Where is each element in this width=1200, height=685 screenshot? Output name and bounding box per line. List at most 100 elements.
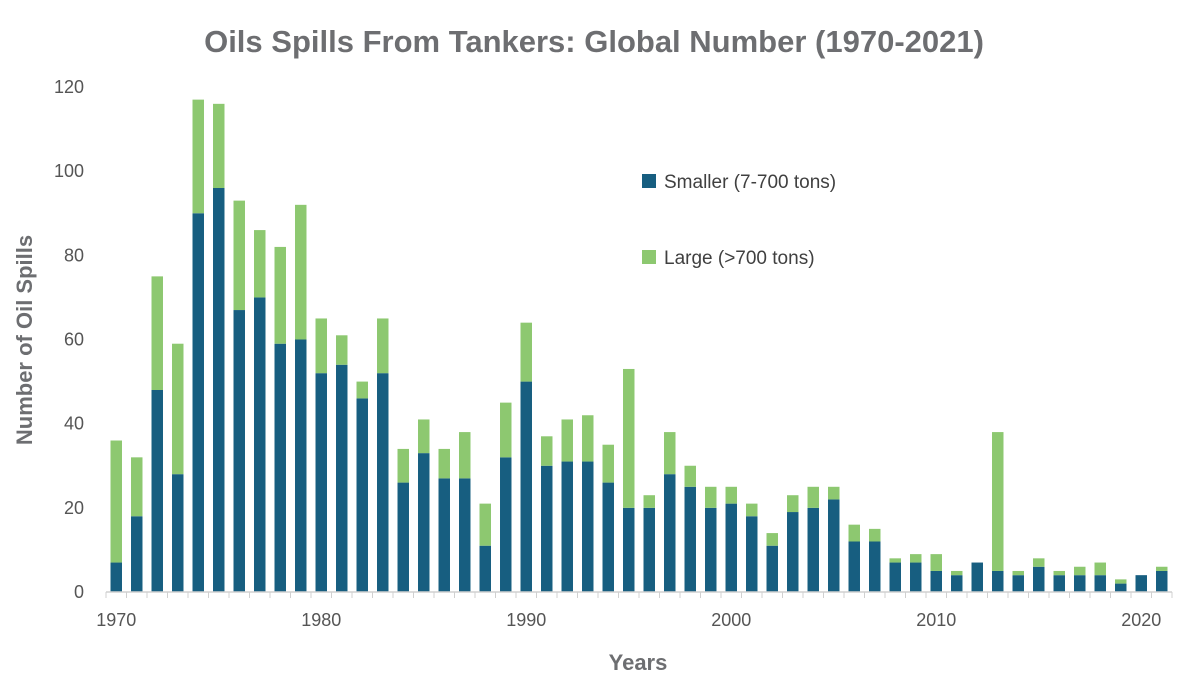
bar-large-2016 — [1053, 570, 1065, 576]
bar-large-2010 — [930, 554, 942, 571]
bar-large-1994 — [602, 444, 614, 483]
x-axis: 1970 1980 1990 2000 2010 2020 — [96, 592, 1173, 630]
bar-large-2007 — [869, 528, 881, 542]
bar-smaller-1974 — [192, 213, 204, 592]
bar-smaller-1999 — [705, 507, 717, 592]
bar-large-1982 — [356, 381, 368, 399]
bar-large-1977 — [254, 230, 266, 298]
legend-label-smaller: Smaller (7-700 tons) — [664, 172, 836, 193]
bar-smaller-1998 — [684, 486, 696, 592]
bar-smaller-1984 — [397, 482, 409, 592]
bar-smaller-2004 — [807, 507, 819, 592]
x-tick-label: 2000 — [711, 610, 751, 630]
bar-large-2008 — [889, 558, 901, 563]
bar-smaller-1978 — [274, 343, 286, 592]
bar-smaller-1992 — [561, 461, 573, 592]
y-tick-label: 60 — [64, 330, 84, 350]
bar-large-1984 — [397, 448, 409, 483]
bar-large-1978 — [274, 246, 286, 344]
bar-smaller-2006 — [848, 541, 860, 592]
bar-large-1993 — [582, 415, 594, 462]
bar-large-1996 — [643, 495, 655, 508]
chart-title: Oils Spills From Tankers: Global Number … — [204, 24, 984, 59]
bar-smaller-1993 — [582, 461, 594, 592]
bar-large-1991 — [541, 436, 553, 466]
bar-large-1986 — [438, 448, 450, 479]
y-tick-label: 0 — [74, 582, 84, 602]
bar-large-2009 — [910, 554, 922, 563]
bar-large-1995 — [623, 368, 635, 508]
bar-smaller-1973 — [172, 474, 184, 592]
bar-smaller-2008 — [889, 562, 901, 592]
legend-swatch-smaller — [642, 174, 656, 188]
bar-smaller-2016 — [1053, 575, 1065, 592]
bar-smaller-1991 — [541, 465, 553, 592]
bar-large-1974 — [192, 99, 204, 214]
bar-smaller-1983 — [377, 373, 389, 592]
bar-large-2013 — [992, 432, 1004, 571]
bar-smaller-1972 — [151, 390, 163, 592]
bar-large-2000 — [725, 486, 737, 504]
x-tick-label: 1990 — [506, 610, 546, 630]
bar-smaller-2012 — [971, 562, 983, 592]
bar-large-2004 — [807, 486, 819, 508]
x-tick-label: 2010 — [916, 610, 956, 630]
bar-smaller-2018 — [1094, 575, 1106, 592]
bar-large-2001 — [746, 503, 758, 517]
y-tick-label: 120 — [54, 77, 84, 97]
bar-large-1999 — [705, 486, 717, 508]
bar-smaller-1980 — [315, 373, 327, 592]
bar-large-2017 — [1074, 566, 1086, 576]
bar-smaller-2013 — [992, 570, 1004, 592]
bar-smaller-1994 — [602, 482, 614, 592]
bar-large-2002 — [766, 533, 778, 546]
x-tick-label: 2020 — [1121, 610, 1161, 630]
bar-smaller-1990 — [520, 381, 532, 592]
bar-large-2003 — [787, 495, 799, 513]
bar-large-2015 — [1033, 558, 1045, 567]
bar-smaller-1987 — [459, 478, 471, 592]
bar-smaller-1975 — [213, 188, 225, 592]
bar-smaller-1981 — [336, 364, 348, 592]
bar-large-2005 — [828, 486, 840, 500]
bar-smaller-2010 — [930, 570, 942, 592]
bar-smaller-1986 — [438, 478, 450, 592]
bar-smaller-1995 — [623, 507, 635, 592]
bar-large-2019 — [1115, 579, 1127, 584]
y-tick-label: 100 — [54, 161, 84, 181]
bar-large-1973 — [172, 343, 184, 475]
bar-smaller-2014 — [1012, 575, 1024, 592]
bar-smaller-1988 — [479, 545, 491, 592]
bar-large-1987 — [459, 432, 471, 479]
x-tick-label: 1980 — [301, 610, 341, 630]
bar-smaller-2002 — [766, 545, 778, 592]
bar-large-1989 — [500, 402, 512, 458]
x-tick-label: 1970 — [96, 610, 136, 630]
bar-smaller-2001 — [746, 516, 758, 592]
bar-smaller-1982 — [356, 398, 368, 592]
y-tick-label: 80 — [64, 245, 84, 265]
bar-smaller-2020 — [1135, 575, 1147, 592]
bar-smaller-2021 — [1156, 570, 1168, 592]
bar-large-1976 — [233, 200, 245, 311]
bar-smaller-1985 — [418, 453, 430, 592]
bar-large-2018 — [1094, 562, 1106, 576]
bar-large-2014 — [1012, 570, 1024, 576]
bar-smaller-2019 — [1115, 583, 1127, 592]
bar-large-1970 — [110, 440, 122, 563]
bar-smaller-2003 — [787, 512, 799, 592]
bar-smaller-2005 — [828, 499, 840, 592]
bar-large-1983 — [377, 318, 389, 374]
legend-label-large: Large (>700 tons) — [664, 248, 815, 269]
bar-large-1980 — [315, 318, 327, 374]
bar-large-1997 — [664, 432, 676, 475]
bar-large-1979 — [295, 204, 307, 340]
bar-large-1981 — [336, 335, 348, 365]
bar-smaller-2017 — [1074, 575, 1086, 592]
bar-smaller-1989 — [500, 457, 512, 592]
y-tick-label: 20 — [64, 498, 84, 518]
bar-series — [110, 99, 1168, 592]
bar-smaller-1996 — [643, 507, 655, 592]
bar-large-2021 — [1156, 566, 1168, 571]
